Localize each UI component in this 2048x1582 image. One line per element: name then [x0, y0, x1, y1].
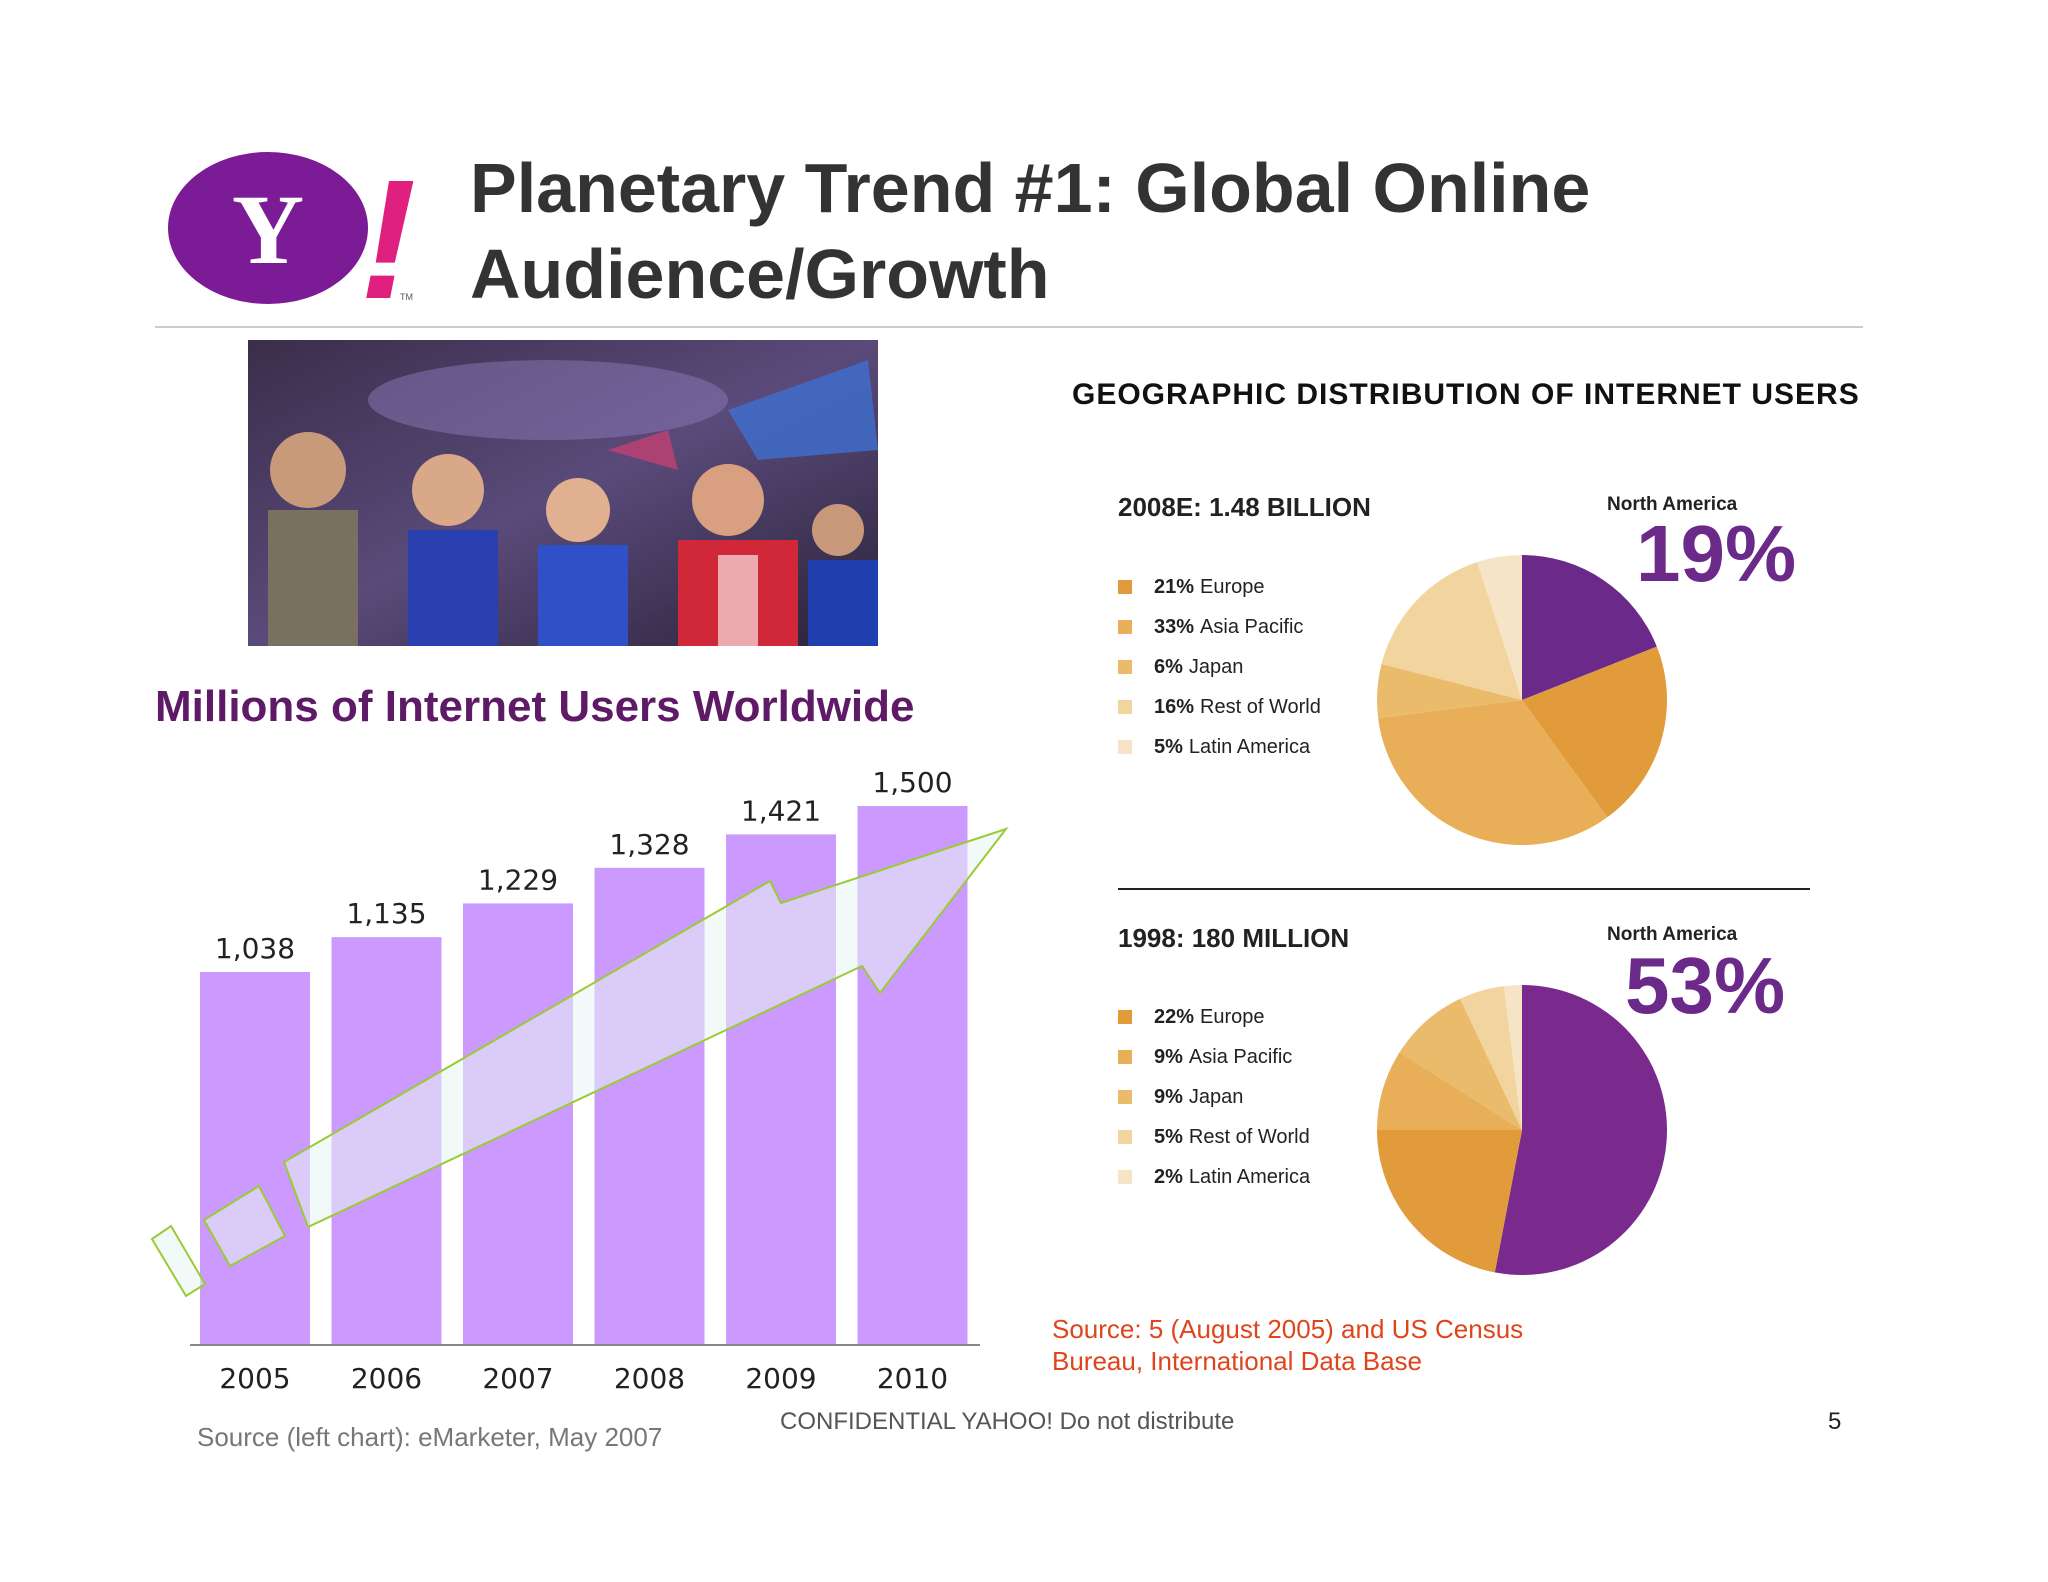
pie-slice-north-america — [1522, 555, 1657, 700]
legend-item: 2% Latin America — [1118, 1157, 1310, 1197]
legend-pct: 22% — [1154, 1005, 1195, 1028]
page-title: Planetary Trend #1: Global Online Audien… — [470, 145, 1870, 317]
x-tick-label: 2010 — [877, 1362, 948, 1395]
legend-pct: 9% — [1154, 1085, 1183, 1108]
legend-label: Asia Pacific — [1188, 1045, 1293, 1068]
x-tick-label: 2006 — [351, 1362, 422, 1395]
bar-value-label: 1,328 — [609, 828, 689, 861]
pie-2008-highlight-label: North America — [1607, 494, 1738, 515]
legend-pct: 5% — [1154, 735, 1183, 758]
trend-arrow-dash — [202, 1184, 287, 1268]
logo-oval — [168, 152, 368, 304]
legend-label: Europe — [1200, 575, 1265, 598]
legend-label: Latin America — [1188, 735, 1311, 758]
bar-value-label: 1,421 — [741, 794, 821, 827]
pie-2008-heading: 2008E: 1.48 BILLION — [1118, 492, 1371, 522]
pie-1998-highlight-value: 53% — [1625, 941, 1786, 1030]
pie-1998-heading: 1998: 180 MILLION — [1118, 923, 1350, 953]
legend-label: Japan — [1188, 1085, 1244, 1108]
legend-pct: 16% — [1154, 695, 1195, 718]
pie-slice-latin-america — [1503, 985, 1522, 1130]
legend-item: 6% Japan — [1118, 647, 1321, 687]
legend-swatch — [1118, 1050, 1132, 1064]
confidential-notice: CONFIDENTIAL YAHOO! Do not distribute — [780, 1408, 1235, 1435]
legend-swatch — [1118, 1170, 1132, 1184]
legend-swatch — [1118, 700, 1132, 714]
legend-swatch — [1118, 1130, 1132, 1144]
x-tick-label: 2005 — [219, 1362, 290, 1395]
legend-item: 21% Europe — [1118, 567, 1321, 607]
logo-bang: ! — [360, 148, 417, 308]
source-left: Source (left chart): eMarketer, May 2007 — [197, 1422, 663, 1452]
bar-chart-title: Millions of Internet Users Worldwide — [155, 682, 915, 731]
legend-item: 16% Rest of World — [1118, 687, 1321, 727]
legend-pct: 6% — [1154, 655, 1183, 678]
legend-swatch — [1118, 660, 1132, 674]
crowd-photo — [248, 340, 878, 646]
geo-chart-title: GEOGRAPHIC DISTRIBUTION OF INTERNET USER… — [1072, 378, 1860, 411]
pie-1998-legend: 22% Europe 9% Asia Pacific 9% Japan 5% Rest of … — [1118, 997, 1310, 1197]
legend-label: Latin America — [1188, 1165, 1311, 1188]
legend-pct: 5% — [1154, 1125, 1183, 1148]
legend-swatch — [1118, 580, 1132, 594]
x-tick-label: 2009 — [745, 1362, 816, 1395]
page-number: 5 — [1828, 1408, 1842, 1435]
legend-item: 5% Rest of World — [1118, 1117, 1310, 1157]
legend-label: Asia Pacific — [1200, 615, 1304, 638]
title-line-2: Audience/Growth — [470, 235, 1050, 313]
pie-slice-europe — [1377, 1130, 1522, 1273]
legend-pct: 9% — [1154, 1045, 1183, 1068]
pie-1998-highlight-label: North America — [1607, 924, 1738, 945]
source-right: Source: 5 (August 2005) and US Census Bu… — [1052, 1313, 1652, 1377]
bar-value-label: 1,229 — [478, 863, 558, 896]
legend-pct: 21% — [1154, 575, 1195, 598]
source-right-line-1: Source: 5 (August 2005) and US Census — [1052, 1314, 1524, 1344]
pie-slice-rest-of-world — [1460, 986, 1522, 1130]
trend-arrow — [282, 827, 1009, 1229]
source-right-line-2: Bureau, International Data Base — [1052, 1346, 1423, 1376]
yahoo-logo: Y ! TM — [168, 148, 417, 308]
pie-slice-north-america — [1494, 985, 1667, 1275]
legend-label: Rest of World — [1188, 1125, 1310, 1148]
pie-slice-asia-pacific — [1378, 700, 1608, 845]
title-line-1: Planetary Trend #1: Global Online — [470, 149, 1591, 227]
pie-2008-highlight-value: 19% — [1636, 509, 1797, 598]
trend-arrow-dash — [150, 1224, 207, 1298]
bar-value-label: 1,038 — [215, 932, 295, 965]
logo-letter: Y — [232, 174, 304, 285]
legend-item: 22% Europe — [1118, 997, 1310, 1037]
legend-swatch — [1118, 1010, 1132, 1024]
pie-slice-japan — [1377, 663, 1522, 719]
legend-item: 33% Asia Pacific — [1118, 607, 1321, 647]
logo-tm: TM — [400, 292, 413, 302]
pie-slice-japan — [1399, 998, 1522, 1130]
legend-swatch — [1118, 1090, 1132, 1104]
legend-label: Europe — [1200, 1005, 1265, 1028]
bar-value-label: 1,500 — [872, 766, 952, 799]
x-tick-label: 2007 — [482, 1362, 553, 1395]
legend-item: 5% Latin America — [1118, 727, 1321, 767]
pie-slice-rest-of-world — [1381, 562, 1522, 700]
legend-swatch — [1118, 740, 1132, 754]
legend-label: Rest of World — [1200, 695, 1321, 718]
legend-pct: 2% — [1154, 1165, 1183, 1188]
legend-item: 9% Asia Pacific — [1118, 1037, 1310, 1077]
title-rule — [155, 326, 1863, 328]
pie-divider — [1118, 888, 1810, 890]
legend-item: 9% Japan — [1118, 1077, 1310, 1117]
legend-swatch — [1118, 620, 1132, 634]
pie-slice-europe — [1522, 646, 1668, 818]
legend-pct: 33% — [1154, 615, 1195, 638]
pie-slice-asia-pacific — [1377, 1052, 1522, 1130]
pie-2008-legend: 21% Europe 33% Asia Pacific 6% Japan 16% Rest o… — [1118, 567, 1321, 767]
x-tick-label: 2008 — [614, 1362, 685, 1395]
bar-value-label: 1,135 — [346, 897, 426, 930]
legend-label: Japan — [1188, 655, 1244, 678]
pie-slice-latin-america — [1477, 555, 1522, 700]
